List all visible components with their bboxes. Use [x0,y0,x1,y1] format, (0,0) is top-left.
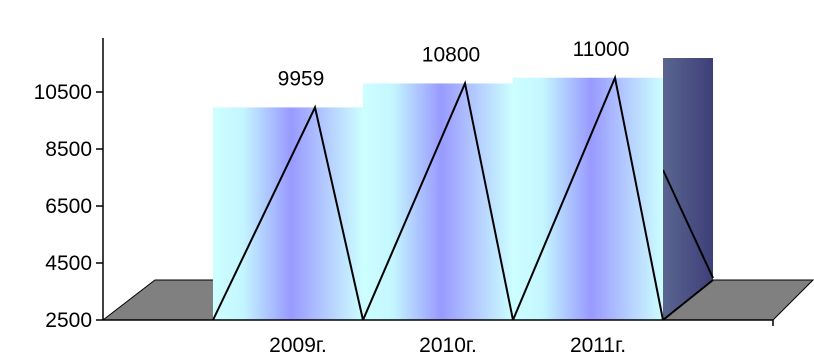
triangle-overlay-group [212,74,664,321]
bar-side-face [663,58,713,320]
y-tick-label: 2500 [45,309,92,332]
y-tick-label: 6500 [45,195,92,218]
bars-group [213,77,663,320]
y-tick-label: 8500 [45,138,92,161]
data-label: 11000 [573,38,630,61]
bar-side-edge [662,169,714,279]
bar [513,77,663,320]
data-labels-group: 9959 10800 11000 [278,38,630,91]
data-label: 9959 [278,67,325,90]
x-category-label: 2011г. [570,334,626,357]
bar-side-bottom-edge [662,279,714,321]
triangle-overlay [212,104,364,321]
x-axis-labels: 2009г. 2010г. 2011г. [269,334,626,357]
y-axis-ticks: 2500 4500 6500 8500 10500 [34,81,774,332]
y-tick-label: 4500 [45,252,92,275]
data-label: 10800 [422,43,480,66]
triangle-overlay [362,80,514,321]
x-category-label: 2010г. [419,334,477,357]
x-category-label: 2009г. [269,334,327,357]
y-tick-label: 10500 [34,81,92,104]
bar [363,83,513,320]
triangle-overlay [512,74,664,321]
bar [213,107,363,320]
